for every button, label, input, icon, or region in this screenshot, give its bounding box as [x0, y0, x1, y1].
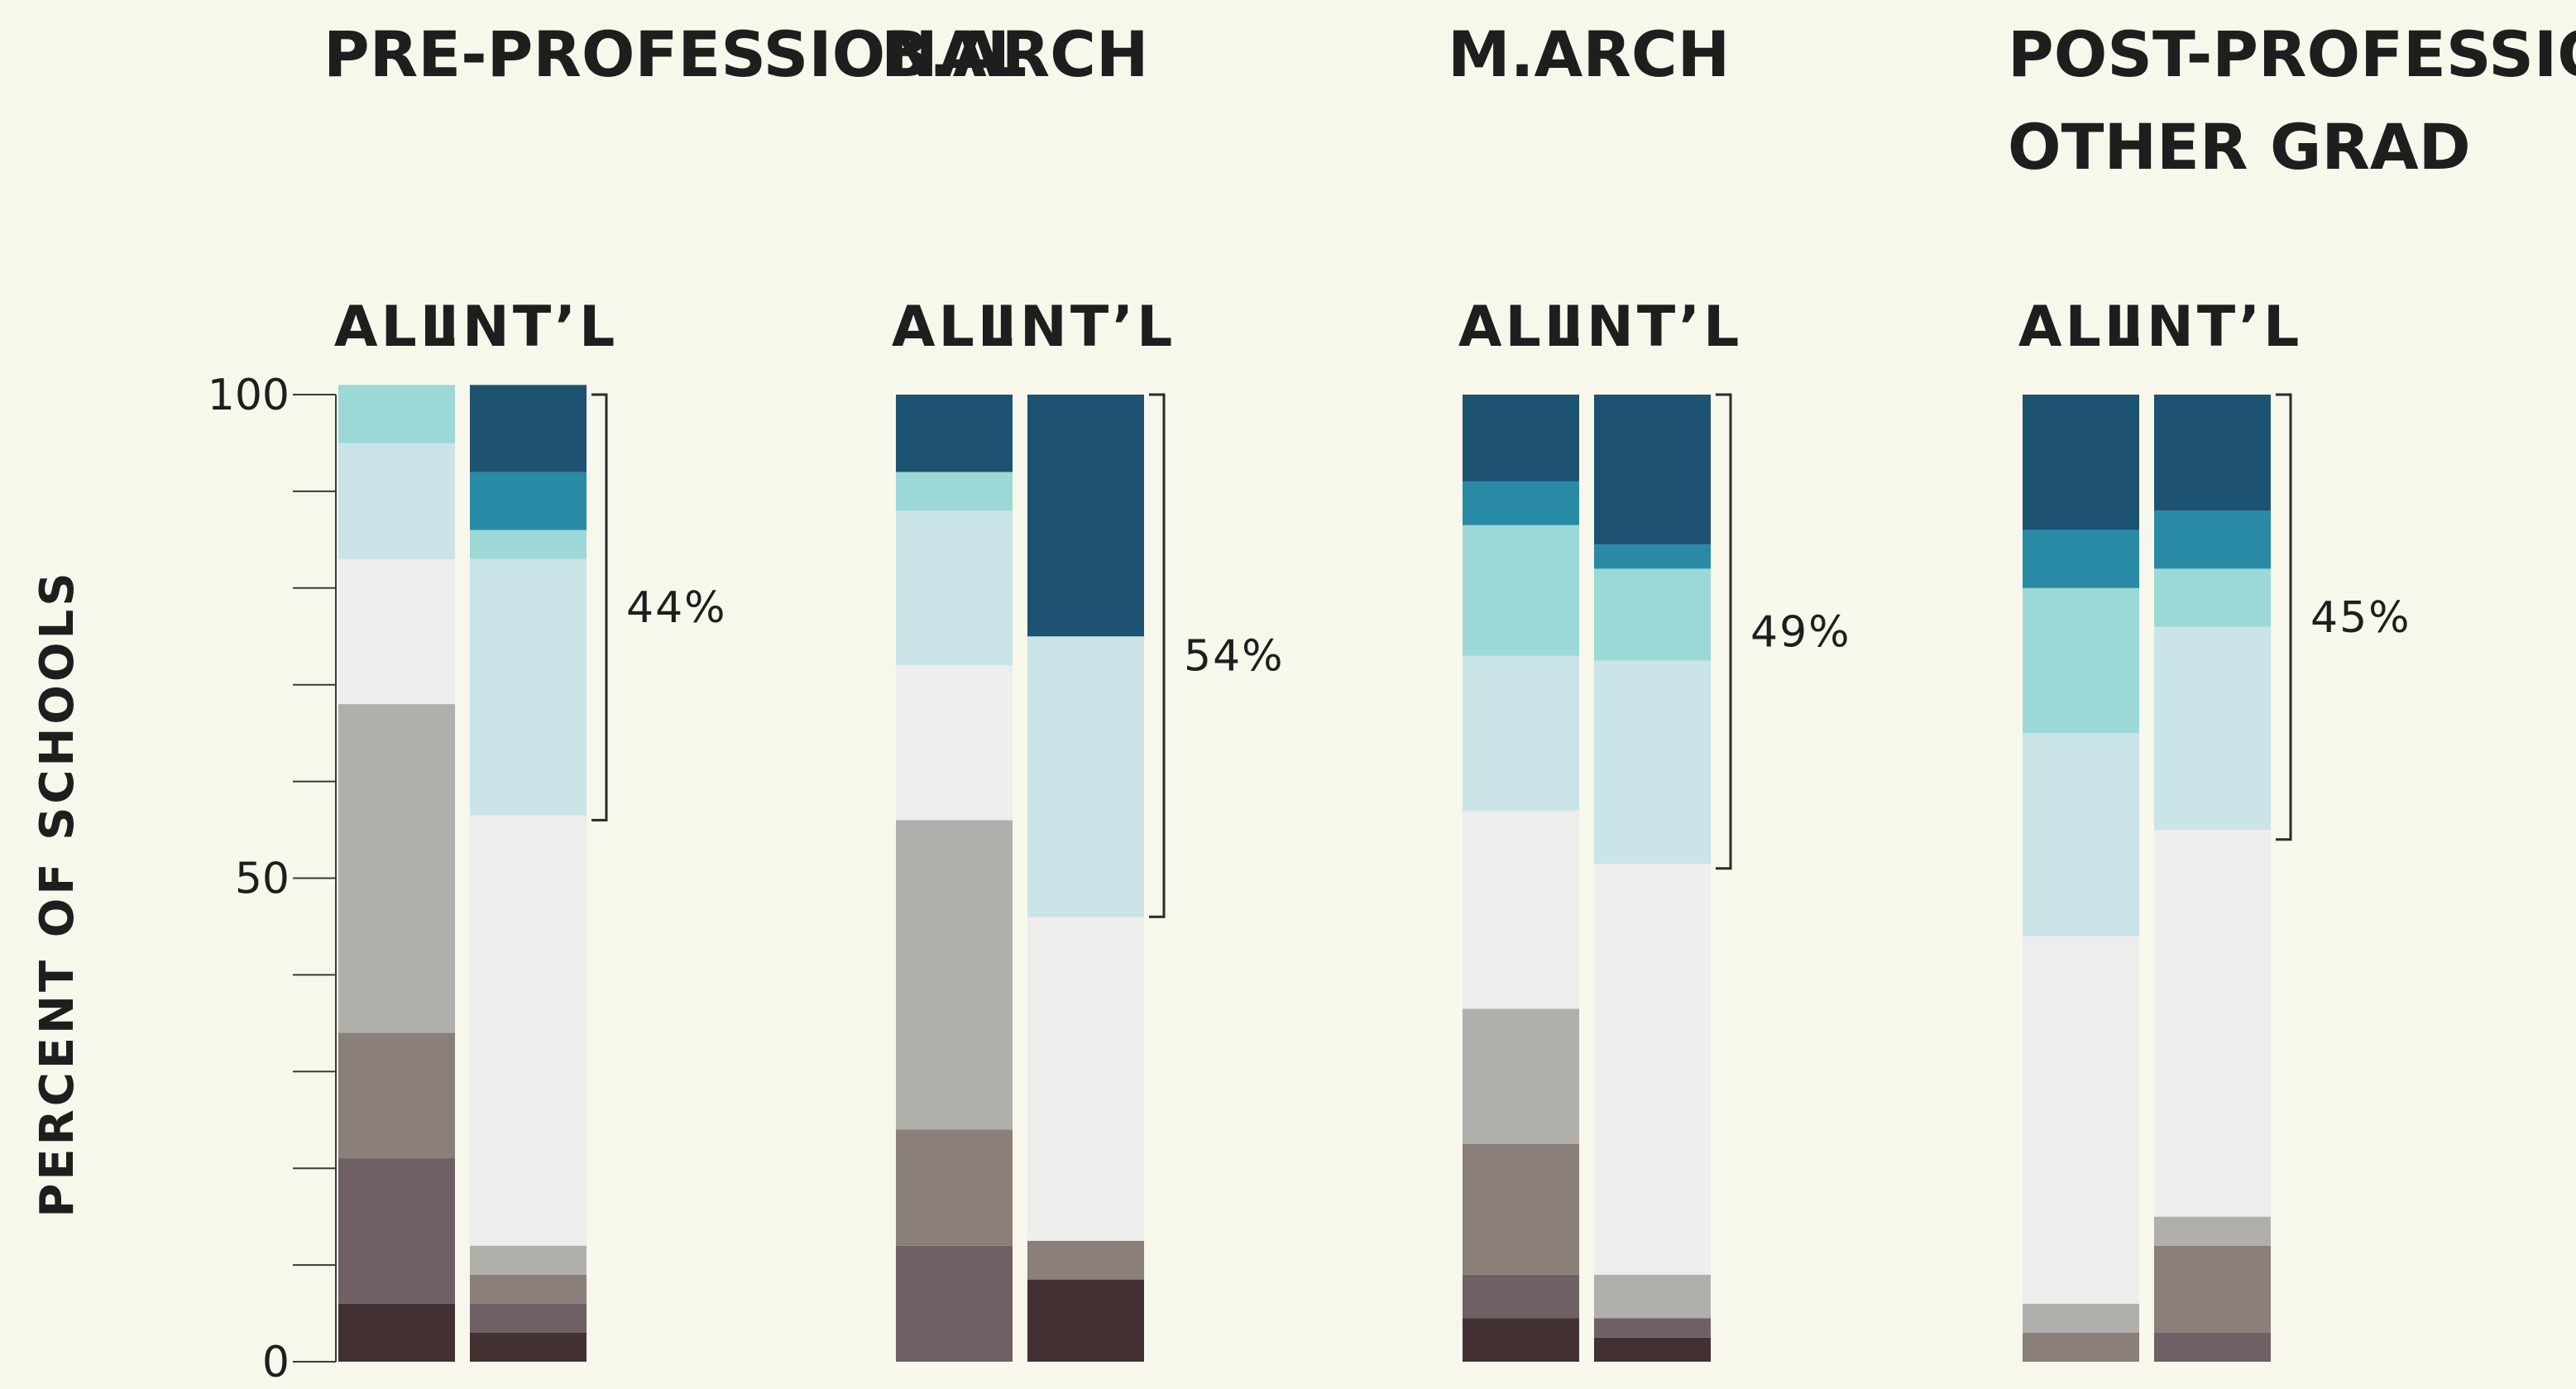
bracket-percent-label: 49%	[1750, 607, 1851, 657]
y-tick-label: 50	[235, 855, 290, 904]
bar-segment	[896, 472, 1013, 511]
bar-segment	[1594, 1274, 1711, 1319]
bar-segment	[338, 558, 455, 705]
bar-segment	[1594, 395, 1711, 545]
bar-segment	[896, 1129, 1013, 1246]
bar-segment	[338, 385, 455, 443]
bar-segment	[338, 1032, 455, 1159]
group-title: PRE-PROFESSIONAL	[323, 17, 1027, 91]
bar-column-label: INT’L	[1563, 295, 1743, 360]
bar-segment	[1027, 1240, 1144, 1280]
bar-segment	[2154, 568, 2271, 627]
bar-segment	[338, 1303, 455, 1362]
bar-column-label: ALL	[334, 295, 459, 360]
bar-segment	[1594, 863, 1711, 1275]
bar-segment	[1594, 1337, 1711, 1362]
bar-segment	[2154, 1332, 2271, 1362]
bar-segment	[2154, 510, 2271, 569]
y-tick-label: 100	[208, 371, 290, 420]
bar-segment	[896, 510, 1013, 666]
bar-segment	[470, 385, 587, 472]
bar-segment	[470, 558, 587, 816]
bracket-percent-label: 44%	[626, 583, 727, 633]
bar-segment	[896, 820, 1013, 1130]
bar-column-label: ALL	[892, 295, 1017, 360]
bar-segment	[1027, 1279, 1144, 1362]
bracket	[1149, 393, 1166, 918]
bracket-percent-label: 54%	[1184, 632, 1285, 682]
bracket	[591, 393, 608, 821]
bar-segment	[1594, 1318, 1711, 1338]
bar-segment	[1463, 810, 1579, 1009]
bar-segment	[1463, 1274, 1579, 1319]
bar-segment	[470, 1332, 587, 1362]
bar-segment	[470, 1303, 587, 1333]
bar-segment	[470, 529, 587, 559]
group-title: POST-PROFESSIONAL/	[2008, 17, 2576, 91]
bar-segment	[2023, 1332, 2139, 1362]
bar-segment	[1027, 636, 1144, 917]
bracket-percent-label: 45%	[2310, 593, 2411, 643]
bar-segment	[896, 1245, 1013, 1362]
group-title: OTHER GRAD	[2008, 110, 2471, 184]
bar-segment	[1463, 1143, 1579, 1275]
bar-segment	[2023, 529, 2139, 588]
bar-segment	[896, 665, 1013, 821]
bar-segment	[1463, 655, 1579, 811]
bar-segment	[1463, 1318, 1579, 1362]
bar-segment	[2023, 733, 2139, 936]
bar-segment	[1463, 481, 1579, 525]
bar-segment	[338, 443, 455, 559]
y-tick-label: 0	[262, 1338, 290, 1387]
chart-groups: PRE-PROFESSIONALALLINT’L44%B.ARCHALLINT’…	[323, 17, 2576, 1362]
bar-segment	[1027, 917, 1144, 1241]
bar-segment	[1594, 568, 1711, 661]
y-axis-label: PERCENT OF SCHOOLS	[31, 569, 84, 1217]
bracket	[1716, 393, 1732, 870]
bar-segment	[1594, 544, 1711, 569]
y-axis: 100 50 0	[208, 371, 337, 1387]
bar-segment	[338, 704, 455, 1033]
bar-segment	[470, 472, 587, 530]
bar-segment	[470, 815, 587, 1246]
bar-column-label: INT’L	[438, 295, 619, 360]
bar-column-label: INT’L	[2123, 295, 2303, 360]
bar-segment	[896, 395, 1013, 472]
bar-segment	[2023, 395, 2139, 530]
bar-segment	[338, 1158, 455, 1304]
bar-segment	[2023, 1303, 2139, 1333]
bar-segment	[1594, 660, 1711, 864]
bar-segment	[2023, 936, 2139, 1304]
bar-segment	[2154, 830, 2271, 1217]
bar-segment	[2154, 1216, 2271, 1246]
bar-column-label: ALL	[2018, 295, 2143, 360]
bar-segment	[1463, 395, 1579, 482]
bracket	[2276, 393, 2292, 841]
bar-segment	[470, 1274, 587, 1304]
bar-column-label: ALL	[1458, 295, 1583, 360]
bar-segment	[470, 1245, 587, 1275]
bar-segment	[1463, 524, 1579, 656]
bar-segment	[2154, 626, 2271, 831]
bar-segment	[1027, 395, 1144, 637]
bar-segment	[2023, 587, 2139, 734]
group-title: M.ARCH	[1448, 17, 1730, 91]
bar-column-label: INT’L	[996, 295, 1176, 360]
bar-segment	[1463, 1008, 1579, 1144]
group-title: B.ARCH	[881, 17, 1149, 91]
bar-segment	[2154, 1245, 2271, 1333]
bar-segment	[2154, 395, 2271, 511]
